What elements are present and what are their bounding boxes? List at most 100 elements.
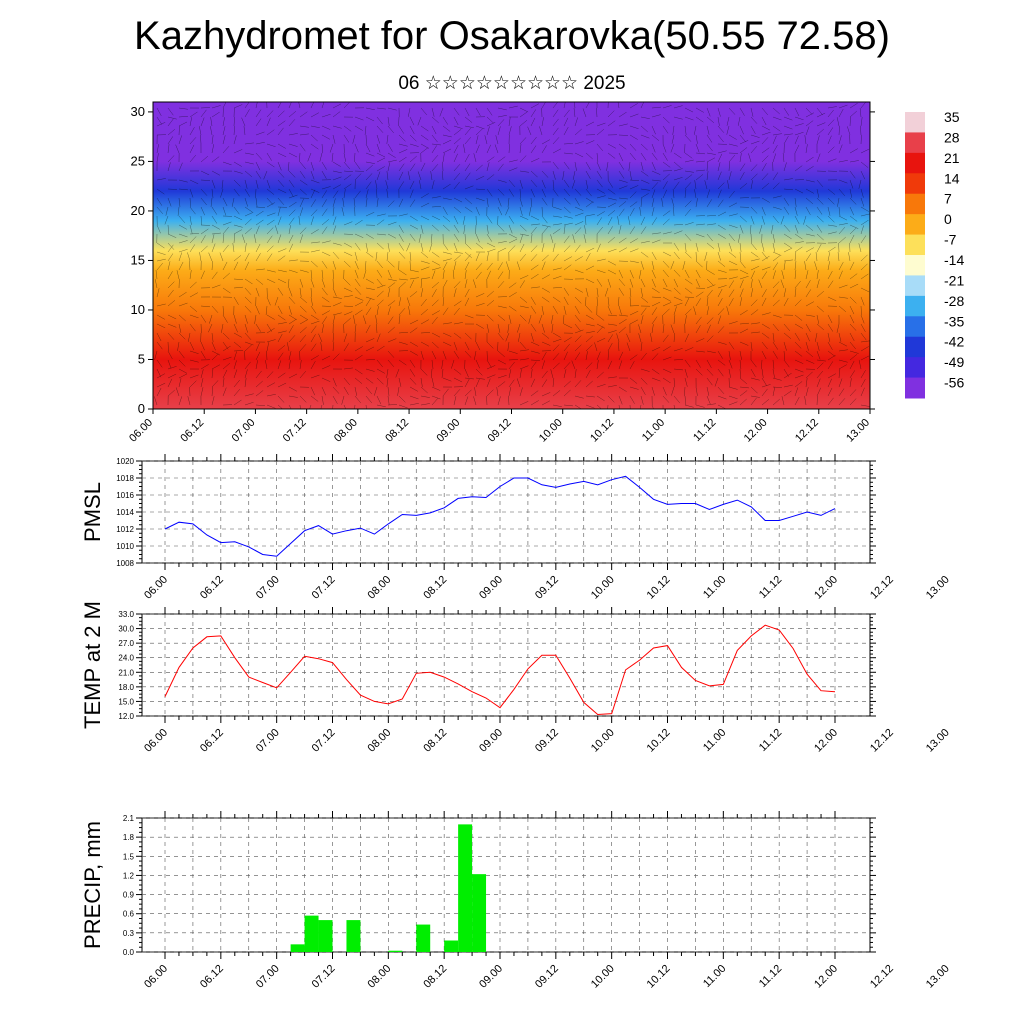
wind-arrow <box>464 377 474 380</box>
wind-arrow <box>178 302 188 307</box>
precip-bar <box>346 920 361 952</box>
wind-arrow <box>618 360 623 370</box>
wind-arrow <box>420 350 424 360</box>
wind-arrow <box>241 117 246 127</box>
wind-arrow <box>640 179 650 184</box>
wind-arrow <box>233 369 238 379</box>
wind-arrow <box>750 322 760 325</box>
wind-arrow <box>211 305 219 313</box>
wind-arrow <box>398 269 407 276</box>
wind-arrow <box>475 252 480 262</box>
wind-arrow <box>354 404 356 409</box>
wind-arrow <box>717 326 725 334</box>
wind-arrow <box>222 135 226 145</box>
wind-arrow <box>805 378 808 388</box>
x-tick-label: 06.12 <box>198 727 226 755</box>
wind-arrow <box>783 247 793 253</box>
wind-arrow <box>794 215 800 225</box>
wind-arrow <box>266 197 274 205</box>
wind-arrow <box>662 218 670 226</box>
wind-arrow <box>607 330 617 334</box>
wind-arrow <box>244 161 254 165</box>
wind-arrow <box>321 240 331 244</box>
wind-arrow <box>530 197 533 207</box>
wind-arrow <box>618 247 627 253</box>
wind-arrow <box>728 350 731 360</box>
wind-arrow <box>167 261 171 271</box>
wind-arrow <box>706 386 710 396</box>
wind-arrow <box>244 323 248 333</box>
wind-arrow <box>244 142 254 145</box>
wind-arrow <box>211 387 213 397</box>
wind-arrow <box>343 242 353 248</box>
wind-arrow <box>244 179 248 189</box>
wind-arrow <box>794 359 804 364</box>
wind-arrow <box>178 240 188 244</box>
wind-arrow <box>255 219 264 226</box>
wind-arrow <box>640 102 645 109</box>
wind-arrow <box>332 251 340 259</box>
wind-arrow <box>497 197 502 207</box>
wind-arrow <box>332 342 335 352</box>
wind-arrow <box>486 215 493 224</box>
wind-arrow <box>497 241 507 244</box>
wind-arrow <box>662 231 672 235</box>
wind-arrow <box>585 247 595 253</box>
wind-arrow <box>233 261 239 271</box>
wind-arrow <box>759 224 763 234</box>
wind-arrow <box>508 361 515 370</box>
wind-arrow <box>486 323 490 333</box>
wind-arrow <box>167 107 174 116</box>
wind-arrow <box>376 299 384 307</box>
wind-arrow <box>739 140 749 145</box>
wind-arrow <box>827 397 834 406</box>
wind-arrow <box>563 222 573 226</box>
wind-arrow <box>508 167 518 172</box>
wind-arrow <box>814 261 818 271</box>
wind-arrow <box>563 188 570 197</box>
wind-arrow <box>662 143 667 153</box>
wind-arrow <box>750 180 753 190</box>
wind-arrow <box>475 263 483 271</box>
wind-arrow <box>728 386 738 390</box>
wind-arrow <box>233 206 240 215</box>
wind-arrow <box>343 377 350 386</box>
wind-arrow <box>376 116 383 125</box>
wind-arrow <box>684 170 694 173</box>
wind-arrow <box>783 224 791 232</box>
wind-arrow <box>827 135 832 145</box>
y-tick-label: 12.0 <box>118 712 134 721</box>
wind-arrow <box>816 215 824 223</box>
wind-arrow <box>847 126 851 136</box>
wind-arrow <box>816 291 825 298</box>
wind-arrow <box>178 368 188 374</box>
wind-arrow <box>332 333 334 343</box>
wind-arrow <box>607 197 617 201</box>
wind-arrow <box>805 332 810 342</box>
wind-arrow <box>376 324 378 334</box>
wind-arrow <box>748 153 752 163</box>
wind-arrow <box>684 347 694 352</box>
wind-arrow <box>572 234 576 244</box>
wind-arrow <box>189 380 197 388</box>
wind-arrow <box>651 198 655 208</box>
wind-arrow <box>530 332 534 342</box>
wind-arrow <box>552 243 556 253</box>
wind-arrow <box>772 289 779 298</box>
wind-arrow <box>386 368 389 378</box>
wind-arrow <box>418 233 422 243</box>
wind-arrow <box>486 378 491 388</box>
wind-arrow <box>409 368 416 377</box>
wind-arrow <box>662 308 670 316</box>
wind-arrow <box>706 306 710 316</box>
wind-arrow <box>266 143 276 147</box>
wind-arrow <box>442 206 448 215</box>
wind-arrow <box>222 378 225 388</box>
wind-arrow <box>453 172 460 181</box>
wind-arrow <box>816 378 821 388</box>
wind-arrow <box>233 149 243 154</box>
wind-arrow <box>277 345 286 352</box>
wind-arrow <box>519 215 529 220</box>
wind-arrow <box>431 116 439 124</box>
wind-arrow <box>462 215 466 225</box>
